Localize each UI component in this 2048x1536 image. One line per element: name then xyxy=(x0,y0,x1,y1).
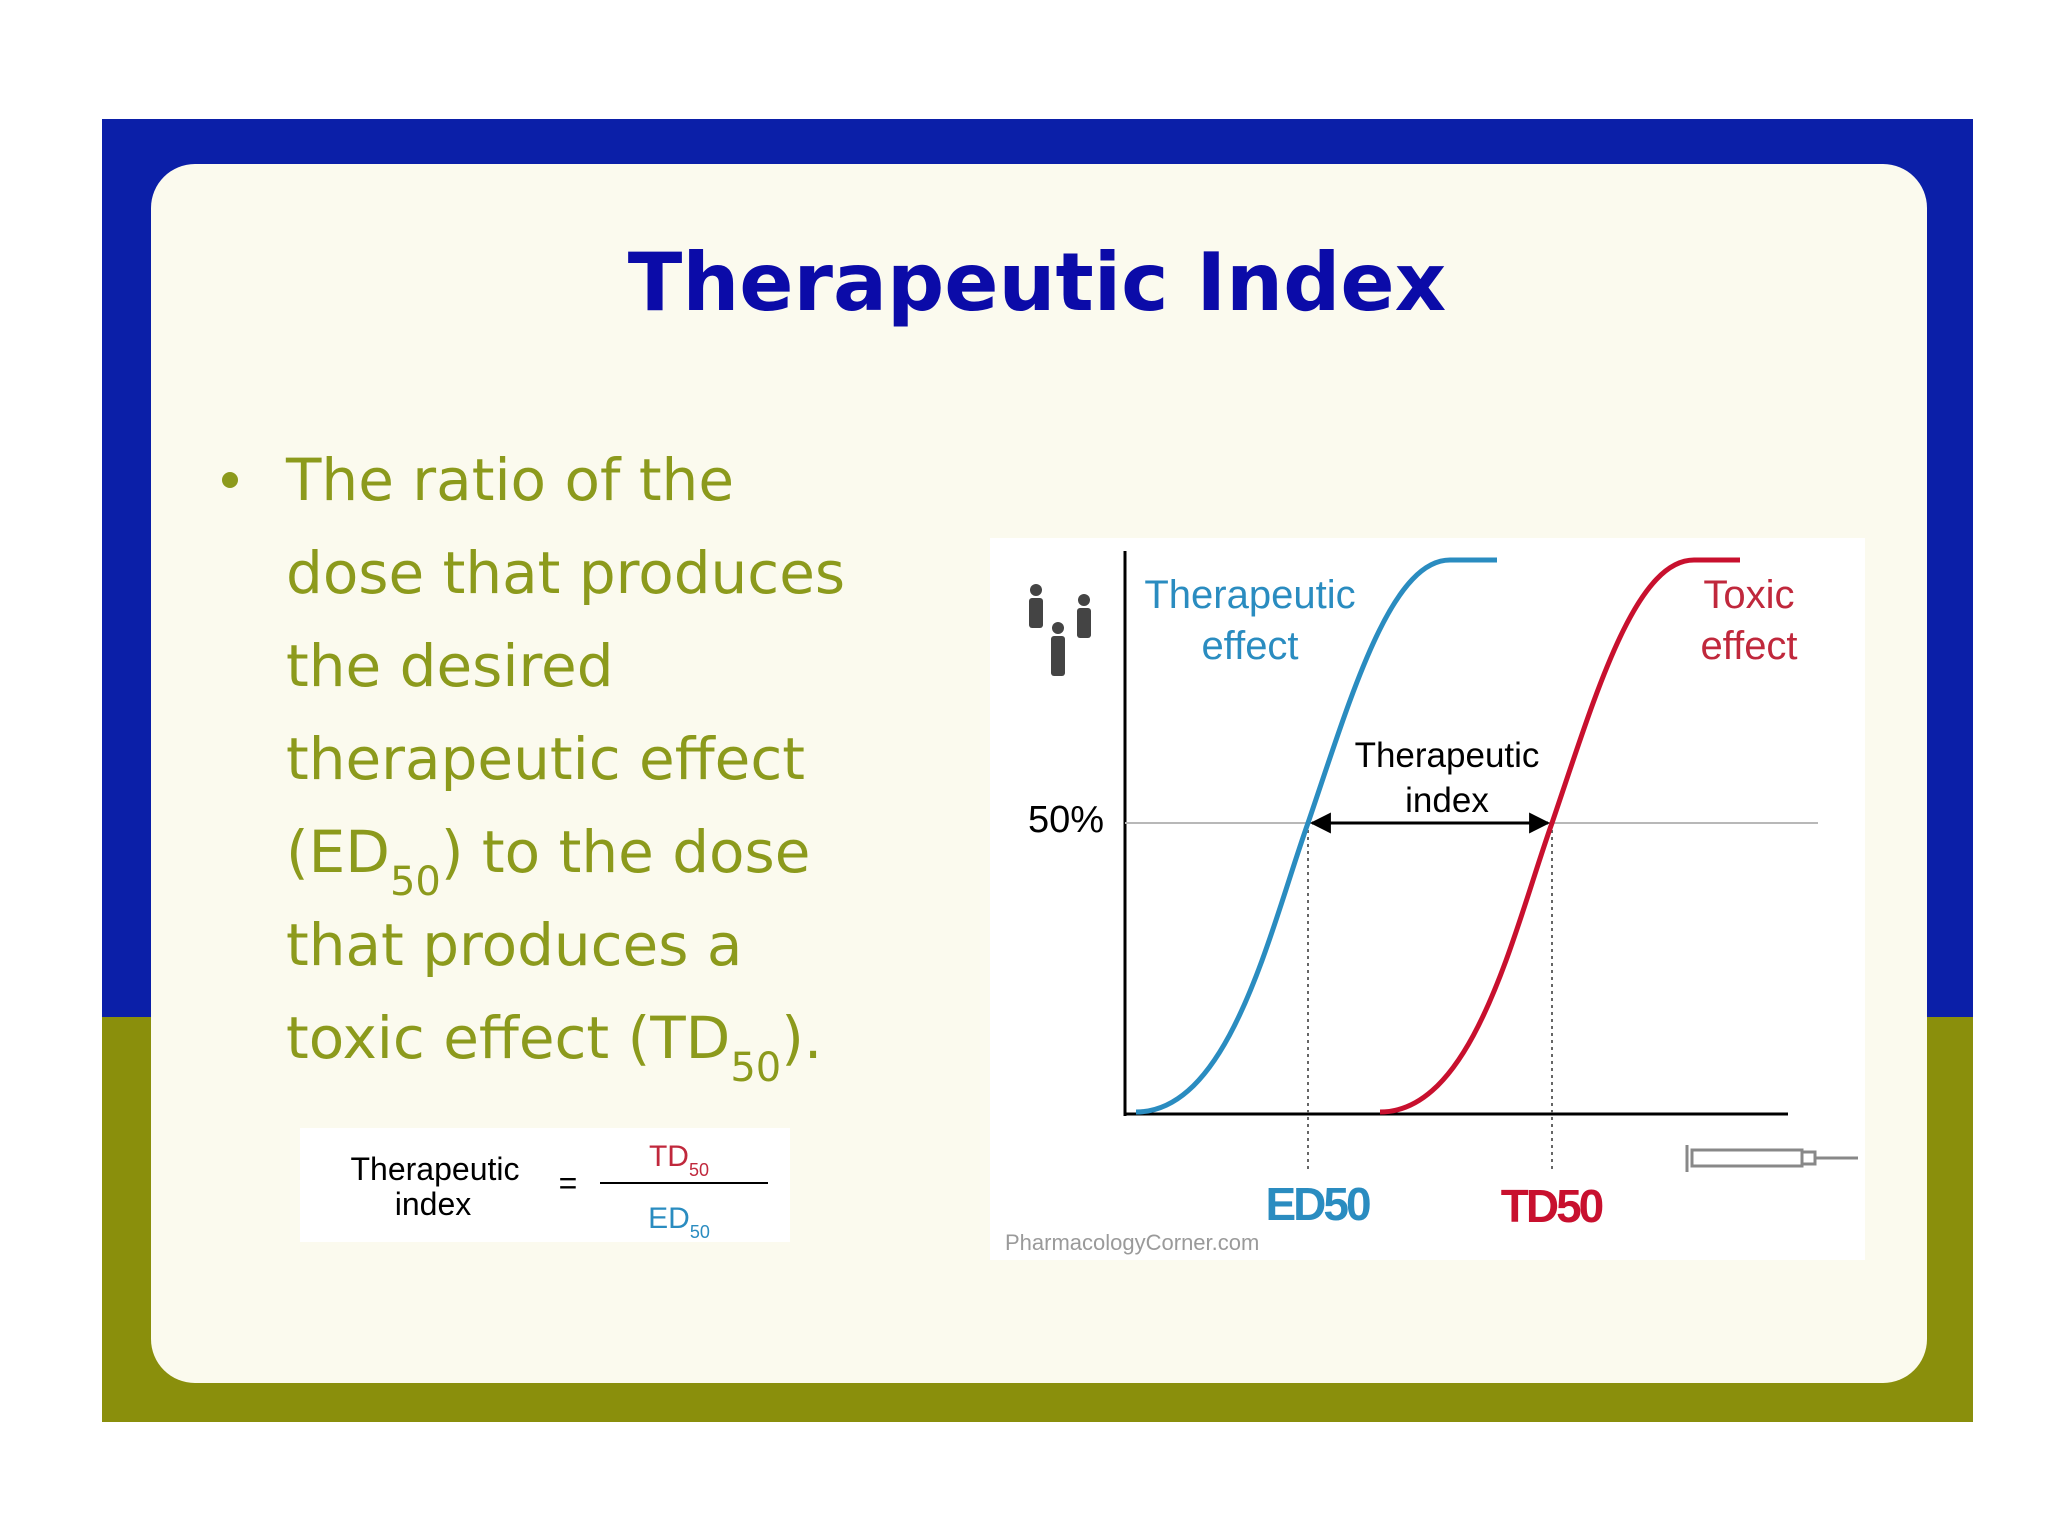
figure-box xyxy=(990,538,1865,1260)
formula-label: index xyxy=(395,1186,472,1222)
td50-label: TD50 xyxy=(1501,1180,1603,1232)
text-run: the desired xyxy=(286,632,614,700)
denominator: ED50 xyxy=(648,1202,710,1242)
text-run: therapeutic effect xyxy=(286,725,805,793)
syringe-icon xyxy=(1685,1145,1858,1172)
subscript: 50 xyxy=(390,859,441,905)
bullet-line: dose that produces xyxy=(286,539,845,607)
formula: Therapeutic index = TD50 ED50 xyxy=(300,1128,790,1242)
subscript: 50 xyxy=(689,1160,709,1180)
people-icon xyxy=(1029,584,1091,676)
bullet-line: toxic effect (TD50). xyxy=(286,1004,822,1091)
curve-label: effect xyxy=(1700,624,1797,668)
interval-label: Therapeutic xyxy=(1355,736,1540,775)
bullet-line: therapeutic effect xyxy=(286,725,805,793)
bullet-line: (ED50) to the dose xyxy=(286,818,810,905)
bullet-line: the desired xyxy=(286,632,614,700)
level-label: 50% xyxy=(1028,799,1104,841)
text-run: toxic effect (TD xyxy=(286,1004,730,1072)
formula-equals: = xyxy=(559,1165,578,1201)
bullet-line: The ratio of the xyxy=(285,446,734,514)
text-run: that produces a xyxy=(286,911,742,979)
subscript: 50 xyxy=(690,1222,710,1242)
text-run: The ratio of the xyxy=(285,446,734,514)
formula-box xyxy=(300,1128,790,1242)
text-run: TD xyxy=(649,1140,689,1173)
curve-label: Toxic xyxy=(1703,573,1794,617)
credit: PharmacologyCorner.com xyxy=(1005,1230,1259,1255)
text-run: (ED xyxy=(286,818,390,886)
curve-label: effect xyxy=(1201,624,1298,668)
text-run: ) to the dose xyxy=(441,818,811,886)
formula-label: Therapeutic xyxy=(351,1151,520,1187)
subscript: 50 xyxy=(730,1045,781,1091)
therapeutic-curve xyxy=(1135,557,1497,1115)
text-run: ED xyxy=(648,1202,690,1235)
bullet-dot xyxy=(222,472,238,488)
bullet-text: The ratio of the dose that produces the de… xyxy=(285,446,845,1091)
slide-title: Therapeutic Index xyxy=(628,236,1446,329)
bullet-line: that produces a xyxy=(286,911,742,979)
text-run: ). xyxy=(781,1004,822,1072)
toxic-curve xyxy=(1379,557,1740,1115)
interval-label: index xyxy=(1405,781,1489,820)
curve-label: Therapeutic xyxy=(1144,573,1355,617)
text-run: dose that produces xyxy=(286,539,845,607)
numerator: TD50 xyxy=(649,1140,709,1180)
ed50-label: ED50 xyxy=(1265,1178,1369,1230)
figure: Therapeutic effect Toxic effect Therapeu… xyxy=(990,538,1865,1260)
